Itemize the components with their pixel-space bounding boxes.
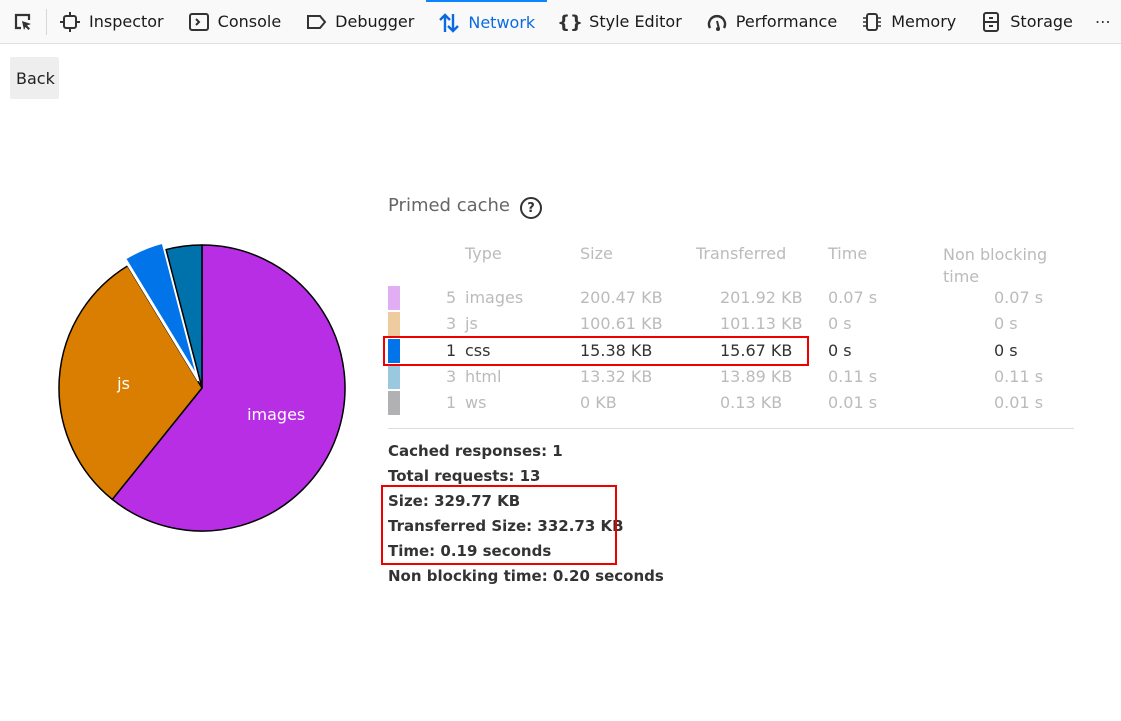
tab-network[interactable]: Network xyxy=(426,0,548,43)
table-row-html[interactable]: 3 html 13.32 KB 13.89 KB 0.11 s 0.11 s xyxy=(388,364,1088,389)
cell-size: 100.61 KB xyxy=(580,314,663,334)
cell-transferred: 101.13 KB xyxy=(720,314,803,334)
inspector-icon xyxy=(60,11,80,32)
color-swatch xyxy=(388,391,400,416)
network-icon xyxy=(439,12,460,33)
pie-slice-js[interactable] xyxy=(58,264,203,501)
memory-icon xyxy=(863,12,882,31)
cell-size: 0 KB xyxy=(580,393,617,413)
cell-time: 0.11 s xyxy=(828,366,878,386)
summary-non-blocking: Non blocking time: 0.20 seconds xyxy=(388,567,664,585)
summary-time: Time: 0.19 seconds xyxy=(388,542,552,560)
header-non-blocking: Non blocking time xyxy=(943,245,1048,286)
cell-type: js xyxy=(465,314,478,334)
table-row-images[interactable]: 5 images 200.47 KB 201.92 KB 0.07 s 0.07 s xyxy=(388,286,1088,310)
summary-transferred: Transferred Size: 332.73 KB xyxy=(388,517,624,535)
tab-style-editor[interactable]: {} Style Editor xyxy=(547,0,694,43)
header-transferred: Transferred xyxy=(696,244,787,263)
cell-non_blocking: 0.07 s xyxy=(994,288,1044,307)
tab-storage[interactable]: Storage xyxy=(968,0,1085,43)
more-tabs-icon[interactable]: ⋯ xyxy=(1094,12,1111,31)
pie-chart: images js xyxy=(58,240,346,532)
cell-type: images xyxy=(465,288,524,307)
color-swatch xyxy=(388,364,400,389)
summary-size: Size: 329.77 KB xyxy=(388,492,521,510)
cell-type: ws xyxy=(465,393,487,413)
header-type: Type xyxy=(465,244,502,263)
tab-label: Memory xyxy=(891,12,957,31)
color-swatch xyxy=(388,312,400,337)
tab-label: Storage xyxy=(1010,12,1073,31)
tab-inspector[interactable]: Inspector xyxy=(47,0,176,43)
cell-time: 0.01 s xyxy=(828,393,878,413)
cell-non_blocking: 0.11 s xyxy=(994,366,1044,386)
summary-cached: Cached responses: 1 xyxy=(388,442,563,460)
cell-time: 0 s xyxy=(828,340,852,360)
style-editor-icon: {} xyxy=(559,12,581,33)
cell-size: 200.47 KB xyxy=(580,288,663,307)
header-size: Size xyxy=(580,244,613,263)
table-row-ws[interactable]: 1 ws 0 KB 0.13 KB 0.01 s 0.01 s xyxy=(388,391,1088,416)
cell-count: 1 xyxy=(446,393,457,413)
cell-transferred: 201.92 KB xyxy=(720,288,803,307)
pick-element-button[interactable] xyxy=(0,0,46,43)
performance-icon xyxy=(707,14,726,31)
tab-label: Performance xyxy=(735,12,838,31)
tab-label: Debugger xyxy=(335,12,415,31)
toolbar-divider xyxy=(46,8,47,35)
highlight-box-css-row xyxy=(383,336,809,366)
divider xyxy=(388,428,1074,429)
tab-label: Console xyxy=(217,12,282,31)
cell-non_blocking: 0 s xyxy=(994,340,1018,360)
cell-type: css xyxy=(465,340,491,360)
section-title: Primed cache ? xyxy=(388,191,543,219)
summary-total: Total requests: 13 xyxy=(388,467,541,485)
table-row-css[interactable]: 1 css 15.38 KB 15.67 KB 0 s 0 s xyxy=(388,338,1088,363)
primed-cache-title: Primed cache xyxy=(388,194,511,216)
pie-slice-css[interactable] xyxy=(122,240,201,382)
pie-slice-html[interactable] xyxy=(165,244,203,389)
color-swatch xyxy=(388,338,400,363)
back-button[interactable]: Back xyxy=(10,57,59,99)
pie-label-js: js xyxy=(116,374,130,393)
help-icon[interactable]: ? xyxy=(520,197,543,219)
cell-type: html xyxy=(465,366,502,386)
tab-label: Inspector xyxy=(89,12,164,31)
tab-label: Style Editor xyxy=(589,12,682,31)
cell-non_blocking: 0.01 s xyxy=(994,393,1044,413)
cell-non_blocking: 0 s xyxy=(994,314,1018,334)
cell-count: 3 xyxy=(446,366,457,386)
tab-performance[interactable]: Performance xyxy=(694,0,849,43)
cell-time: 0.07 s xyxy=(828,288,878,307)
cell-transferred: 13.89 KB xyxy=(720,366,793,386)
color-swatch xyxy=(388,286,400,310)
cell-transferred: 0.13 KB xyxy=(720,393,783,413)
console-icon xyxy=(188,12,209,31)
cell-count: 1 xyxy=(446,340,457,360)
debugger-icon xyxy=(307,14,327,29)
header-time: Time xyxy=(828,244,868,263)
svg-text:{}: {} xyxy=(559,12,581,33)
cell-size: 15.38 KB xyxy=(580,340,653,360)
highlight-box-summary xyxy=(381,485,617,565)
cell-count: 5 xyxy=(446,288,457,307)
pick-element-icon xyxy=(14,13,31,30)
storage-icon xyxy=(983,11,1000,32)
tab-memory[interactable]: Memory xyxy=(849,0,968,43)
cell-size: 13.32 KB xyxy=(580,366,653,386)
cell-transferred: 15.67 KB xyxy=(720,340,793,360)
devtools-toolbar: Inspector Console Debugger Network {} Style E… xyxy=(0,0,1121,44)
table-row-js[interactable]: 3 js 100.61 KB 101.13 KB 0 s 0 s xyxy=(388,312,1088,337)
tab-label: Network xyxy=(468,13,536,32)
cell-count: 3 xyxy=(446,314,457,334)
cell-time: 0 s xyxy=(828,314,852,334)
pie-label-images: images xyxy=(247,405,305,424)
tab-console[interactable]: Console xyxy=(176,0,294,43)
pie-slice-images[interactable] xyxy=(111,244,346,532)
tab-debugger[interactable]: Debugger xyxy=(293,0,426,43)
